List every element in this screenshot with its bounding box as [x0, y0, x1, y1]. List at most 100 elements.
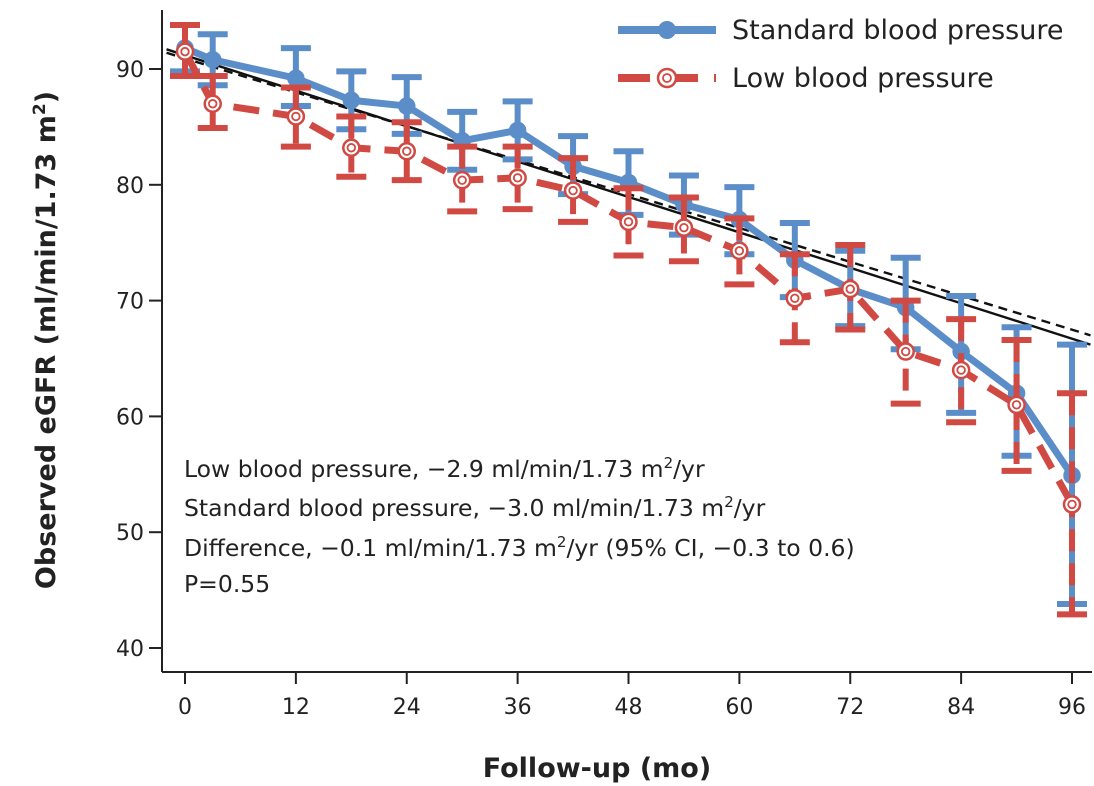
legend-item-low: Low blood pressure — [618, 63, 994, 94]
x-tick-label: 60 — [725, 695, 753, 720]
data-point-ring-low — [175, 42, 195, 61]
annotation-sup: 2 — [557, 533, 567, 551]
data-point-inner-ring-low — [679, 222, 689, 233]
data-point-ring-low — [674, 218, 694, 237]
data-point-low — [896, 342, 915, 361]
x-axis-title: Follow-up (mo) — [483, 753, 711, 784]
data-point-ring-low — [397, 141, 416, 161]
data-point-ring-low — [1062, 495, 1082, 514]
error-bar-low — [558, 155, 589, 225]
data-point-ring-low — [452, 170, 472, 190]
y-axis-title-sup: 2 — [30, 103, 50, 115]
annotation-main: Difference, −0.1 ml/min/1.73 m — [184, 534, 557, 562]
data-point-low — [619, 212, 638, 232]
data-point-inner-ring-low — [623, 217, 634, 227]
error-bar-low — [447, 143, 478, 215]
data-point-low — [1062, 495, 1082, 514]
data-point-inner-ring-low — [1011, 400, 1022, 410]
series-line-low — [181, 49, 1076, 507]
annotation-end: /yr — [673, 455, 705, 483]
error-bar-low — [170, 21, 200, 79]
data-point-standard — [508, 121, 527, 140]
data-point-ring-low — [730, 241, 749, 261]
annotation-block: Low blood pressure, −2.9 ml/min/1.73 m2/… — [184, 454, 855, 598]
data-point-inner-ring-low — [180, 46, 190, 57]
data-point-ring-low — [951, 360, 971, 380]
x-tick-label: 72 — [836, 695, 864, 720]
data-point-low — [286, 107, 306, 126]
annotation-sup: 2 — [724, 493, 734, 511]
x-tick-label: 48 — [615, 695, 643, 720]
data-point-low — [342, 138, 361, 157]
annotation-end: /yr — [734, 494, 766, 522]
annotation-main: P=0.55 — [184, 570, 270, 598]
annotation-line: Difference, −0.1 ml/min/1.73 m2/yr (95% … — [184, 533, 855, 562]
data-point-inner-ring-low — [346, 143, 357, 153]
series-group — [170, 21, 1087, 618]
series-line-standard — [183, 44, 1075, 478]
data-point-ring-low — [286, 107, 306, 126]
x-tick-label: 36 — [504, 695, 532, 720]
y-tick-label: 70 — [116, 290, 144, 315]
error-bar-low — [668, 194, 699, 265]
y-tick-label: 80 — [116, 174, 144, 199]
data-point-low — [563, 181, 583, 200]
data-point-inner-ring-low — [845, 284, 855, 294]
x-tick-label: 84 — [947, 695, 975, 720]
data-point-standard — [203, 50, 222, 69]
annotation-line: Standard blood pressure, −3.0 ml/min/1.7… — [184, 493, 766, 522]
data-point-low — [841, 279, 860, 299]
legend: Standard blood pressure Low blood pressur… — [618, 15, 1063, 94]
data-point-low — [730, 241, 749, 261]
y-tick-label: 90 — [116, 58, 144, 83]
error-bar-low — [1001, 336, 1032, 474]
legend-label-low: Low blood pressure — [732, 63, 994, 94]
data-point-low — [785, 289, 805, 308]
data-point-low — [674, 218, 694, 237]
error-bar-low — [613, 185, 644, 259]
data-point-inner-ring-low — [790, 293, 800, 303]
error-bar-low — [391, 119, 422, 184]
data-point-standard — [398, 97, 416, 115]
y-axis-title-end: ) — [31, 91, 62, 103]
annotation-main: Standard blood pressure, −3.0 ml/min/1.7… — [184, 494, 724, 522]
data-point-inner-ring-low — [956, 365, 966, 375]
data-point-inner-ring-low — [1067, 499, 1077, 510]
data-point-low — [203, 94, 222, 113]
x-tick-label: 96 — [1058, 695, 1086, 720]
data-point-inner-ring-low — [512, 173, 523, 183]
axes: 40 50 60 70 80 90 0 12 24 36 48 60 72 84 96 Follow-up (… — [30, 10, 1092, 784]
error-bar-low — [197, 72, 228, 132]
data-point-ring-low — [342, 138, 361, 157]
error-bar-low — [336, 113, 367, 180]
data-point-inner-ring-low — [402, 146, 412, 156]
error-bar-low — [502, 143, 533, 213]
data-point-standard — [342, 91, 361, 110]
data-point-inner-ring-low — [208, 99, 218, 109]
data-point-inner-ring-low — [734, 246, 745, 256]
error-bar-low — [724, 215, 755, 288]
data-point-inner-ring-low — [457, 175, 467, 185]
data-point-ring-low — [508, 168, 527, 188]
error-bar-low — [280, 84, 311, 150]
legend-swatch-marker-inner-low — [662, 73, 672, 83]
data-point-low — [397, 141, 416, 161]
data-point-inner-ring-low — [568, 185, 578, 196]
data-point-ring-low — [563, 181, 583, 200]
annotation-line: Low blood pressure, −2.9 ml/min/1.73 m2/… — [184, 454, 705, 483]
annotation-line: P=0.55 — [184, 570, 270, 598]
data-point-low — [1007, 395, 1026, 415]
data-point-low — [175, 42, 195, 61]
data-point-ring-low — [619, 212, 638, 232]
y-tick-label: 40 — [116, 637, 144, 662]
x-tick-label: 24 — [393, 695, 421, 720]
annotation-main: Low blood pressure, −2.9 ml/min/1.73 m — [184, 455, 664, 483]
legend-swatch-marker-low — [656, 67, 678, 89]
series-low — [170, 21, 1087, 618]
data-point-low — [951, 360, 971, 380]
data-point-low — [508, 168, 527, 188]
x-tick-label: 12 — [282, 695, 310, 720]
annotation-sup: 2 — [664, 454, 674, 472]
